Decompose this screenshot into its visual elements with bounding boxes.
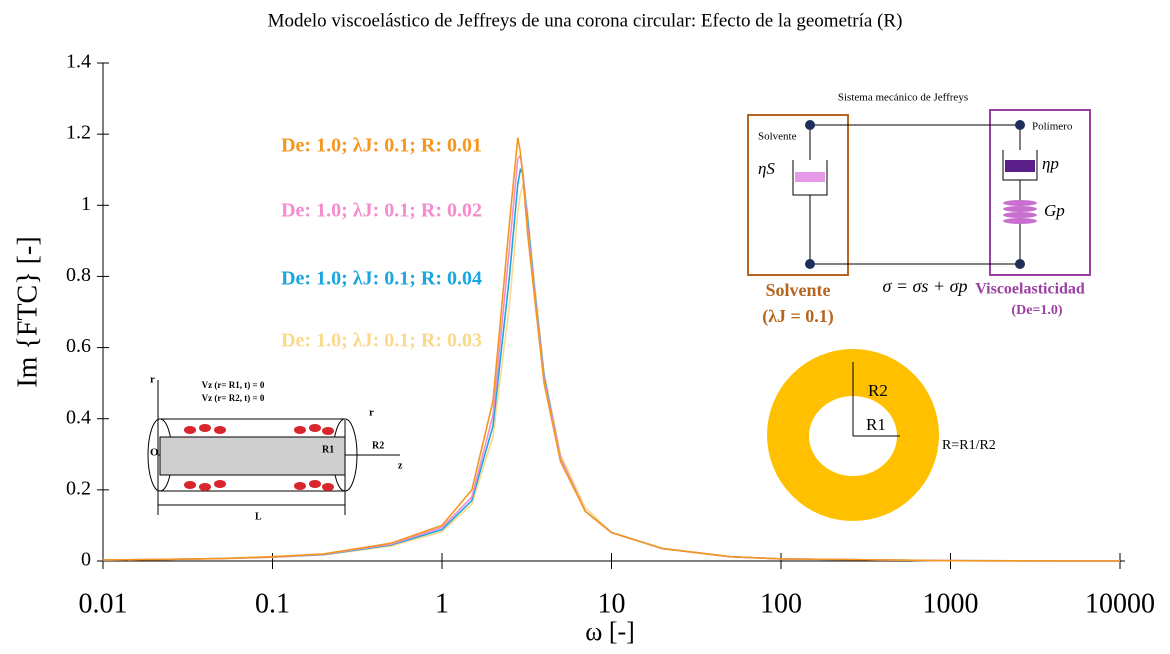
symbol: Gp [1044,201,1065,220]
cylinder-inset: r Vz (r= R1, t) = 0 Vz (r= R2, t) = 0 O … [147,374,403,522]
legend-entry: De: 1.0; λJ: 0.1; R: 0.02 [281,200,482,222]
x-tick-label: 0.01 [79,588,128,619]
chart-title: Modelo viscoelástico de Jeffreys de una … [268,10,903,31]
x-tick-label: 1 [435,588,449,619]
inset-title: Sistema mecánico de Jeffreys [838,92,968,104]
piston [1005,160,1035,172]
x-tick-label: 1000 [923,588,979,619]
spring [1003,200,1037,224]
label: R=R1/R2 [942,438,996,453]
y-axis-label: Im {FTC} [-] [12,236,43,387]
label: O [150,447,159,459]
solvent-box [747,114,849,276]
label: Vz (r= R1, t) = 0 [202,380,265,390]
label: z [398,460,403,471]
y-tick-label: 0.2 [66,477,91,499]
y-tick-label: 1 [81,193,91,215]
legend-entry: De: 1.0; λJ: 0.1; R: 0.04 [281,268,482,290]
label: R1 [322,444,334,455]
label: R2 [372,440,384,451]
label: r [150,374,155,386]
jeffreys-inset: Sistema mecánico de Jeffreys Solvente Po… [747,92,1091,327]
label: L [255,511,262,522]
equation: σ = σs + σp [883,276,968,296]
y-tick-label: 1.2 [66,122,91,144]
legend-entry: De: 1.0; λJ: 0.1; R: 0.01 [281,135,482,157]
series-line [102,167,1121,562]
tag: Solvente [758,131,797,143]
node [1015,259,1025,269]
x-tick-label: 10 [598,588,626,619]
polymer-box [989,109,1091,276]
x-tick-label: 0.1 [255,588,290,619]
label: (λJ = 0.1) [762,306,834,327]
particles [184,424,334,491]
series-line [102,153,1121,562]
y-tick-label: 0.6 [66,335,91,357]
piston [795,172,825,182]
label: Vz (r= R2, t) = 0 [202,393,265,403]
symbol: ηp [1042,154,1059,173]
y-tick-label: 0.4 [66,406,91,428]
node [805,259,815,269]
x-tick-label: 10000 [1085,588,1155,619]
y-tick-label: 0.8 [66,264,91,286]
series-line [102,183,1121,562]
node [805,120,815,130]
symbol: ηS [758,159,775,178]
series-line [102,137,1121,562]
inner-cylinder [159,436,346,476]
annulus-inset: R2 R1 R=R1/R2 [767,349,996,521]
label: R2 [868,381,888,400]
x-axis-label: ω [-] [585,617,635,646]
label: Viscoelasticidad [975,281,1085,298]
label: R1 [866,415,886,434]
tag: Polímero [1032,121,1073,133]
y-tick-label: 0 [81,549,91,571]
legend-entry: De: 1.0; λJ: 0.1; R: 0.03 [281,330,482,352]
label: (De=1.0) [1011,303,1062,318]
x-tick-label: 100 [760,588,802,619]
label: Solvente [766,280,831,300]
y-tick-label: 1.4 [66,51,91,73]
node [1015,120,1025,130]
label: r [369,407,374,419]
